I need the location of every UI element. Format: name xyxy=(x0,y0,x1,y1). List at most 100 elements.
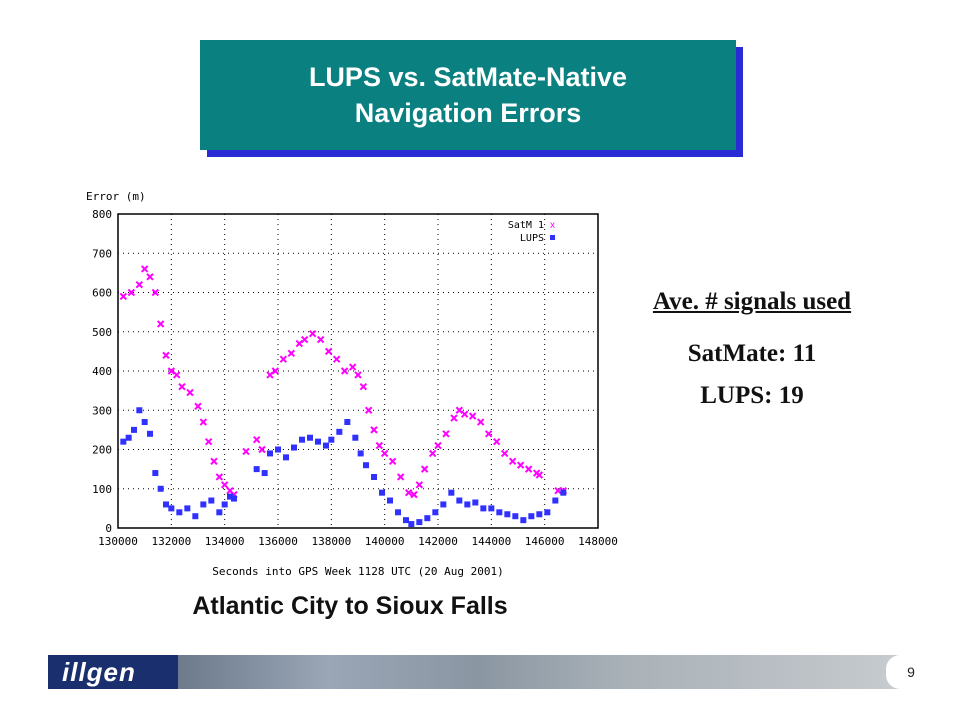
data-point-square xyxy=(216,509,223,516)
data-point-x xyxy=(210,457,218,465)
data-point-square xyxy=(120,438,127,445)
data-point-square xyxy=(464,501,471,508)
x-tick-labels: 130000 132000 134000 136000 138000 140000 1420… xyxy=(98,535,618,548)
data-point-square xyxy=(125,434,132,441)
data-point-x xyxy=(271,367,280,375)
data-point-x xyxy=(516,461,525,469)
data-point-x xyxy=(410,490,418,499)
y-tick-label: 200 xyxy=(92,444,112,457)
legend-label-lups: LUPS xyxy=(520,233,544,244)
data-point-x xyxy=(199,418,208,426)
data-point-x xyxy=(252,435,261,444)
data-point-square xyxy=(176,509,183,516)
data-point-square xyxy=(227,493,233,500)
data-point-square xyxy=(131,426,137,433)
data-point-square xyxy=(283,454,289,461)
data-point-square xyxy=(307,434,313,441)
x-tick-label: 148000 xyxy=(578,535,618,548)
data-point-x xyxy=(324,347,333,356)
data-point-square xyxy=(184,505,191,512)
data-point-x xyxy=(146,273,154,281)
data-point-x xyxy=(380,449,389,458)
data-point-square xyxy=(448,489,455,496)
data-point-square xyxy=(536,511,543,518)
footer-photo-strip xyxy=(178,655,928,689)
x-tick-label: 130000 xyxy=(98,535,138,548)
data-point-x xyxy=(375,441,384,450)
slide-title: LUPS vs. SatMate-Native Navigation Error… xyxy=(200,40,736,150)
data-point-square xyxy=(208,497,215,504)
data-point-x xyxy=(127,288,136,297)
data-point-square xyxy=(432,509,439,516)
data-point-x xyxy=(204,437,213,446)
chart-caption: Atlantic City to Sioux Falls xyxy=(192,592,508,620)
data-point-square xyxy=(344,419,351,426)
data-point-square xyxy=(328,436,335,443)
data-point-x xyxy=(215,473,224,481)
footer-banner: illgen xyxy=(48,655,928,689)
data-point-square xyxy=(253,466,260,473)
data-point-square xyxy=(552,497,559,504)
data-point-x xyxy=(194,402,202,411)
data-point-square xyxy=(336,428,343,435)
data-point-x xyxy=(492,437,501,446)
data-point-x xyxy=(151,288,160,297)
y-axis-label: Error (m) xyxy=(86,190,146,203)
legend-marker-satm: x xyxy=(550,220,555,231)
data-point-x xyxy=(300,335,309,344)
y-tick-label: 100 xyxy=(92,483,112,496)
data-point-x xyxy=(258,445,266,454)
data-point-x xyxy=(535,471,544,479)
series-lups xyxy=(120,407,567,528)
chart-grid xyxy=(117,213,599,529)
data-point-x xyxy=(434,441,442,450)
data-point-square xyxy=(403,517,409,524)
y-tick-labels: 0 100 200 300 400 500 600 700 800 xyxy=(92,208,112,535)
data-point-square xyxy=(528,513,535,520)
y-tick-label: 500 xyxy=(92,326,112,339)
data-point-square xyxy=(168,505,175,512)
data-point-square xyxy=(395,509,401,516)
data-point-square xyxy=(363,462,369,469)
data-point-square xyxy=(352,434,359,441)
legend-marker-lups xyxy=(550,235,555,240)
data-point-square xyxy=(379,489,385,496)
x-axis-label: Seconds into GPS Week 1128 UTC (20 Aug 2… xyxy=(212,565,503,578)
y-tick-label: 400 xyxy=(92,365,112,378)
data-point-square xyxy=(456,497,463,504)
data-point-square xyxy=(200,501,207,508)
data-point-x xyxy=(119,292,128,301)
data-point-square xyxy=(472,499,479,506)
data-point-square xyxy=(560,489,567,496)
series-layer xyxy=(119,265,568,528)
data-point-x xyxy=(140,265,149,273)
y-tick-label: 700 xyxy=(92,247,112,260)
data-point-square xyxy=(371,473,377,480)
data-point-square xyxy=(221,501,228,508)
data-point-x xyxy=(186,388,194,397)
series-satm xyxy=(119,265,568,499)
data-point-x xyxy=(442,430,450,438)
page-number: 9 xyxy=(886,655,936,689)
x-tick-label: 142000 xyxy=(418,535,458,548)
data-point-square xyxy=(231,495,237,502)
data-point-square xyxy=(480,505,487,512)
x-tick-label: 136000 xyxy=(258,535,298,548)
data-point-x xyxy=(450,414,458,422)
data-point-square xyxy=(496,509,503,516)
slide-title-line-2: Navigation Errors xyxy=(354,98,582,128)
x-tick-label: 138000 xyxy=(311,535,351,548)
data-point-x xyxy=(508,457,517,465)
data-point-x xyxy=(468,412,477,420)
data-point-square xyxy=(275,446,281,453)
data-point-square xyxy=(323,442,329,449)
data-point-x xyxy=(524,465,533,473)
data-point-x xyxy=(484,430,493,438)
data-point-square xyxy=(544,509,551,516)
data-point-x xyxy=(178,382,186,391)
data-point-square xyxy=(520,517,527,524)
data-point-x xyxy=(388,457,397,465)
data-point-square xyxy=(315,438,321,445)
data-point-square xyxy=(299,436,305,443)
data-point-x xyxy=(162,351,170,360)
